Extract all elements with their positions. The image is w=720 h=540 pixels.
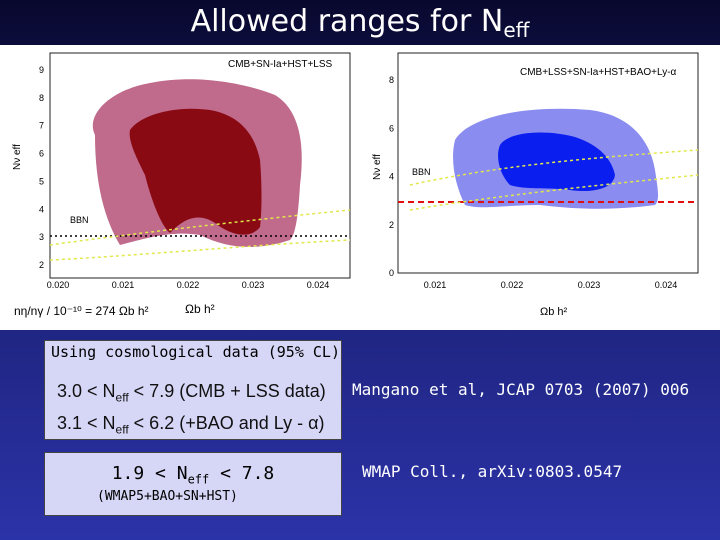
cosmo-data-box: Using cosmological data (95% CL) 3.0 < N… [44,340,342,440]
right-xticks-label: 0.022 [501,280,524,290]
left-xticks-label: 0.023 [242,280,265,290]
right-yticks-label: 4 [389,172,394,182]
wmap-datasets: (WMAP5+BAO+SN+HST) [97,489,238,504]
left-yticks-label: 4 [39,204,44,214]
left-xticks-label: 0.021 [112,280,135,290]
figure-svg: CMB+SN-Ia+HST+LSS BBN Nν eff 2 3 4 5 6 7 8 9 0.… [12,52,699,318]
left-legend: CMB+SN-Ia+HST+LSS [228,59,333,70]
reference-wmap: WMAP Coll., arXiv:0803.0547 [362,462,623,481]
left-y-ticks: 2 3 4 5 6 7 8 9 [39,65,44,270]
constraint2-sub: eff [115,422,129,437]
left-yticks-label: 2 [39,260,44,270]
left-ylabel: Nν eff [12,144,23,170]
right-inner-contour [498,132,615,192]
left-xticks-label: 0.020 [47,280,70,290]
right-plot-frame [397,52,699,274]
right-yticks-label: 8 [389,75,394,85]
left-formula: nη/nγ / 10⁻¹⁰ = 274 Ωb h² [14,304,149,318]
title-subscript: eff [503,18,530,42]
right-yticks-label: 2 [389,220,394,230]
right-x-ticks: 0.021 0.022 0.023 0.024 [424,280,678,290]
constraint2-b: < 6.2 (+BAO and Ly - α) [128,413,325,433]
right-yticks-label: 6 [389,123,394,133]
slide-title: Allowed ranges for Neff [0,2,720,46]
left-xlabel: Ωb h² [185,302,215,316]
wmap-b: < 7.8 [209,463,275,484]
reference-mangano: Mangano et al, JCAP 0703 (2007) 006 [352,380,690,399]
wmap-sub: eff [187,472,210,487]
left-yticks-label: 7 [39,121,44,131]
wmap-a: 1.9 < N [111,463,188,484]
left-yticks-label: 9 [39,65,44,75]
cosmo-data-header: Using cosmological data (95% CL) [51,343,340,361]
constraint1-a: 3.0 < N [57,381,116,401]
left-plot: CMB+SN-Ia+HST+LSS BBN Nν eff 2 3 4 5 6 7 8 9 0.… [12,52,351,318]
figure-panel: CMB+SN-Ia+HST+LSS BBN Nν eff 2 3 4 5 6 7 8 9 0.… [0,45,720,330]
constraint2-a: 3.1 < N [57,413,116,433]
left-bbn-band-upper [49,209,351,246]
right-xlabel: Ωb h² [540,306,568,318]
right-xticks-label: 0.024 [655,280,678,290]
right-xticks-label: 0.021 [424,280,447,290]
right-xticks-label: 0.023 [578,280,601,290]
wmap-constraint: 1.9 < Neff < 7.8 [45,463,341,487]
right-bbn-label: BBN [412,167,431,177]
left-inner-contour [129,108,262,235]
wmap-box: 1.9 < Neff < 7.8 (WMAP5+BAO+SN+HST) [44,452,342,516]
left-xticks-label: 0.024 [307,280,330,290]
left-yticks-label: 6 [39,149,44,159]
right-yticks-label: 0 [389,268,394,278]
right-plot: CMB+LSS+SN-Ia+HST+BAO+Ly-α BBN Nν eff 0 2… [372,52,699,318]
right-legend: CMB+LSS+SN-Ia+HST+BAO+Ly-α [520,67,677,78]
constraint1-b: < 7.9 (CMB + LSS data) [128,381,326,401]
right-y-ticks: 0 2 4 6 8 [389,75,394,278]
left-bbn-band-lower [49,239,351,261]
right-bbn-band-upper [409,149,699,186]
left-yticks-label: 5 [39,176,44,186]
left-yticks-label: 3 [39,232,44,242]
left-plot-frame [49,52,351,279]
constraint-cmb-lss: 3.0 < Neff < 7.9 (CMB + LSS data) [57,381,326,405]
constraint1-sub: eff [115,390,129,405]
title-text: Allowed ranges for N [190,4,504,39]
left-bbn-label: BBN [70,215,89,225]
left-x-ticks: 0.020 0.021 0.022 0.023 0.024 [47,280,330,290]
left-xticks-label: 0.022 [177,280,200,290]
right-ylabel: Nν eff [372,154,383,180]
constraint-bao-lya: 3.1 < Neff < 6.2 (+BAO and Ly - α) [57,413,325,437]
left-yticks-label: 8 [39,93,44,103]
